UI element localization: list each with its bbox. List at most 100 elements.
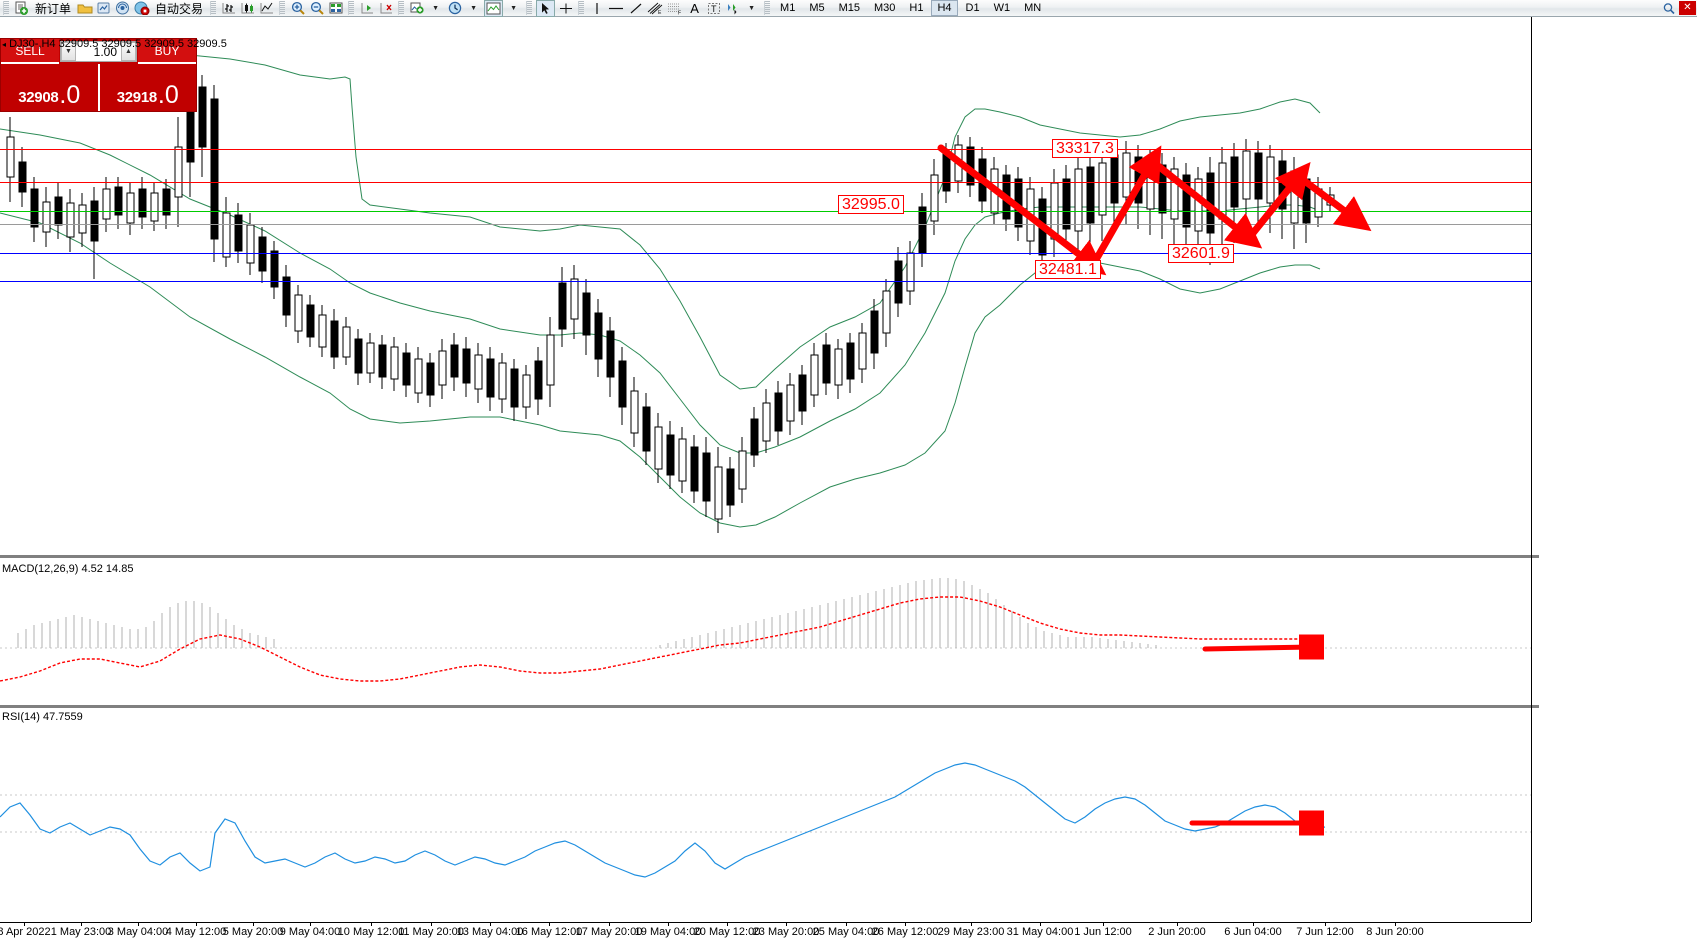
toolbar-separator — [210, 1, 217, 15]
candle — [498, 353, 507, 413]
zoom-out-icon[interactable] — [308, 1, 325, 16]
text-icon[interactable]: A — [690, 0, 699, 16]
pivot-line-32995[interactable] — [0, 211, 1531, 212]
profiles-icon[interactable] — [95, 1, 112, 16]
data-window-icon[interactable] — [327, 1, 344, 16]
rsi-pane[interactable] — [0, 711, 1531, 911]
auto-scroll-icon[interactable] — [377, 1, 394, 16]
collapse-arrow-icon[interactable]: ◂ — [2, 40, 7, 49]
templates-icon[interactable] — [484, 0, 504, 17]
price-chart-pane[interactable]: 32995.0 33317.3 32481.1 32601.9 — [0, 17, 1531, 555]
search-icon[interactable] — [1660, 1, 1677, 16]
date-label: 16 May 12:00 — [515, 926, 583, 938]
candle — [930, 159, 939, 235]
zoom-in-icon[interactable] — [289, 1, 306, 16]
resistance-line-33193[interactable] — [0, 182, 1531, 183]
buy-button[interactable]: BUY — [138, 39, 196, 64]
auto-trading-label[interactable]: 自动交易 — [155, 1, 204, 16]
tab-timeframe-m5[interactable]: M5 — [809, 2, 825, 14]
shapes-icon[interactable] — [724, 1, 741, 16]
tab-timeframe-h4[interactable]: H4 — [931, 0, 958, 16]
tab-timeframe-w1[interactable]: W1 — [993, 2, 1011, 14]
tab-timeframe-h1[interactable]: H1 — [909, 2, 924, 14]
tab-timeframe-m30[interactable]: M30 — [874, 2, 896, 14]
candle — [570, 265, 579, 339]
equidistant-channel-icon[interactable]: E — [646, 1, 664, 16]
chevron-down-icon[interactable]: ▼ — [748, 4, 755, 12]
candle — [1182, 163, 1191, 253]
chart-container[interactable]: ◂ DJ30-,H4 32909.5 32909.5 32909.5 32909… — [0, 17, 1697, 940]
volume-increment-button[interactable]: ▲ — [121, 42, 136, 61]
autotrading-icon[interactable] — [133, 1, 150, 16]
candle — [438, 339, 447, 399]
bar-chart-icon[interactable] — [220, 1, 237, 16]
broadcast-icon[interactable] — [114, 1, 131, 16]
candlestick-chart-icon[interactable] — [239, 1, 256, 16]
tab-timeframe-m15[interactable]: M15 — [838, 2, 860, 14]
price-axis-line — [1531, 17, 1532, 922]
trendline-icon[interactable] — [627, 1, 644, 16]
date-label: 4 May 12:00 — [165, 926, 227, 938]
pane-separator[interactable] — [0, 705, 1697, 708]
date-label: 7 Jun 12:00 — [1296, 926, 1354, 938]
tab-timeframe-d1[interactable]: D1 — [965, 2, 980, 14]
horizontal-line-icon[interactable] — [607, 1, 625, 16]
symbol-ohlc-text: DJ30-,H4 32909.5 32909.5 32909.5 32909.5 — [9, 38, 227, 50]
close-icon[interactable]: ✕ — [1679, 1, 1696, 15]
forecast-arrows[interactable] — [0, 17, 1531, 555]
shift-end-icon[interactable] — [358, 1, 375, 16]
sell-button[interactable]: SELL — [1, 39, 59, 64]
sell-price[interactable]: 32908 .0 — [1, 64, 98, 111]
volume-decrement-button[interactable]: ▼ — [61, 42, 76, 61]
candle — [534, 347, 543, 415]
text-label-icon[interactable]: T — [705, 1, 722, 16]
date-label: 19 May 04:00 — [634, 926, 702, 938]
line-chart-icon[interactable] — [258, 1, 275, 16]
candle — [522, 365, 531, 419]
tab-timeframe-mn[interactable]: MN — [1024, 2, 1042, 14]
annotation-32601[interactable]: 32601.9 — [1168, 244, 1234, 263]
candle — [294, 285, 303, 343]
candle — [822, 333, 831, 395]
toolbar-separator — [398, 1, 405, 15]
candle — [330, 309, 339, 369]
date-label: 1 May 23:00 — [50, 926, 112, 938]
candle — [1086, 155, 1095, 253]
pane-separator[interactable] — [0, 555, 1697, 558]
date-axis[interactable]: 8 Apr 2022 1 May 23:00 3 May 04:00 4 May… — [0, 922, 1531, 940]
candle — [102, 177, 111, 232]
vertical-line-icon[interactable] — [588, 1, 605, 16]
candle — [114, 177, 123, 229]
support-line-32518[interactable] — [0, 281, 1531, 282]
folder-icon[interactable] — [76, 1, 93, 16]
fibonacci-icon[interactable]: F — [666, 1, 684, 16]
chevron-down-icon[interactable]: ▼ — [470, 4, 477, 12]
annotation-32995[interactable]: 32995.0 — [838, 195, 904, 214]
tab-timeframe-m1[interactable]: M1 — [780, 2, 796, 14]
period-icon[interactable] — [446, 1, 463, 16]
candle — [150, 183, 159, 231]
indicators-icon[interactable] — [408, 1, 425, 16]
chevron-down-icon[interactable]: ▼ — [510, 4, 517, 12]
resistance-line-33405[interactable] — [0, 149, 1531, 150]
candle — [222, 197, 231, 267]
candle — [738, 437, 747, 503]
date-axis-line — [0, 922, 1531, 923]
chevron-down-icon[interactable]: ▼ — [432, 4, 439, 12]
candle — [786, 373, 795, 435]
one-click-trading-panel[interactable]: SELL ▼ 1.00 ▲ BUY 32908 .0 32918 .0 — [0, 38, 197, 112]
volume-stepper[interactable]: ▼ 1.00 ▲ — [60, 41, 137, 62]
support-line-32704[interactable] — [0, 253, 1531, 254]
macd-pane[interactable] — [0, 573, 1531, 705]
annotation-32481[interactable]: 32481.1 — [1035, 260, 1101, 279]
crosshair-icon[interactable] — [557, 1, 574, 16]
new-order-label[interactable]: 新订单 — [35, 1, 72, 16]
buy-price[interactable]: 32918 .0 — [100, 64, 197, 111]
cursor-icon[interactable] — [536, 0, 556, 17]
current-price-line — [0, 224, 1531, 225]
price-axis[interactable]: 34130.0 33914.0 33704.0 33488.0 33278.0 … — [1539, 17, 1697, 940]
annotation-33317[interactable]: 33317.3 — [1052, 139, 1118, 158]
new-order-icon[interactable] — [13, 1, 30, 16]
candle — [306, 295, 315, 347]
volume-input[interactable]: 1.00 — [93, 44, 117, 59]
